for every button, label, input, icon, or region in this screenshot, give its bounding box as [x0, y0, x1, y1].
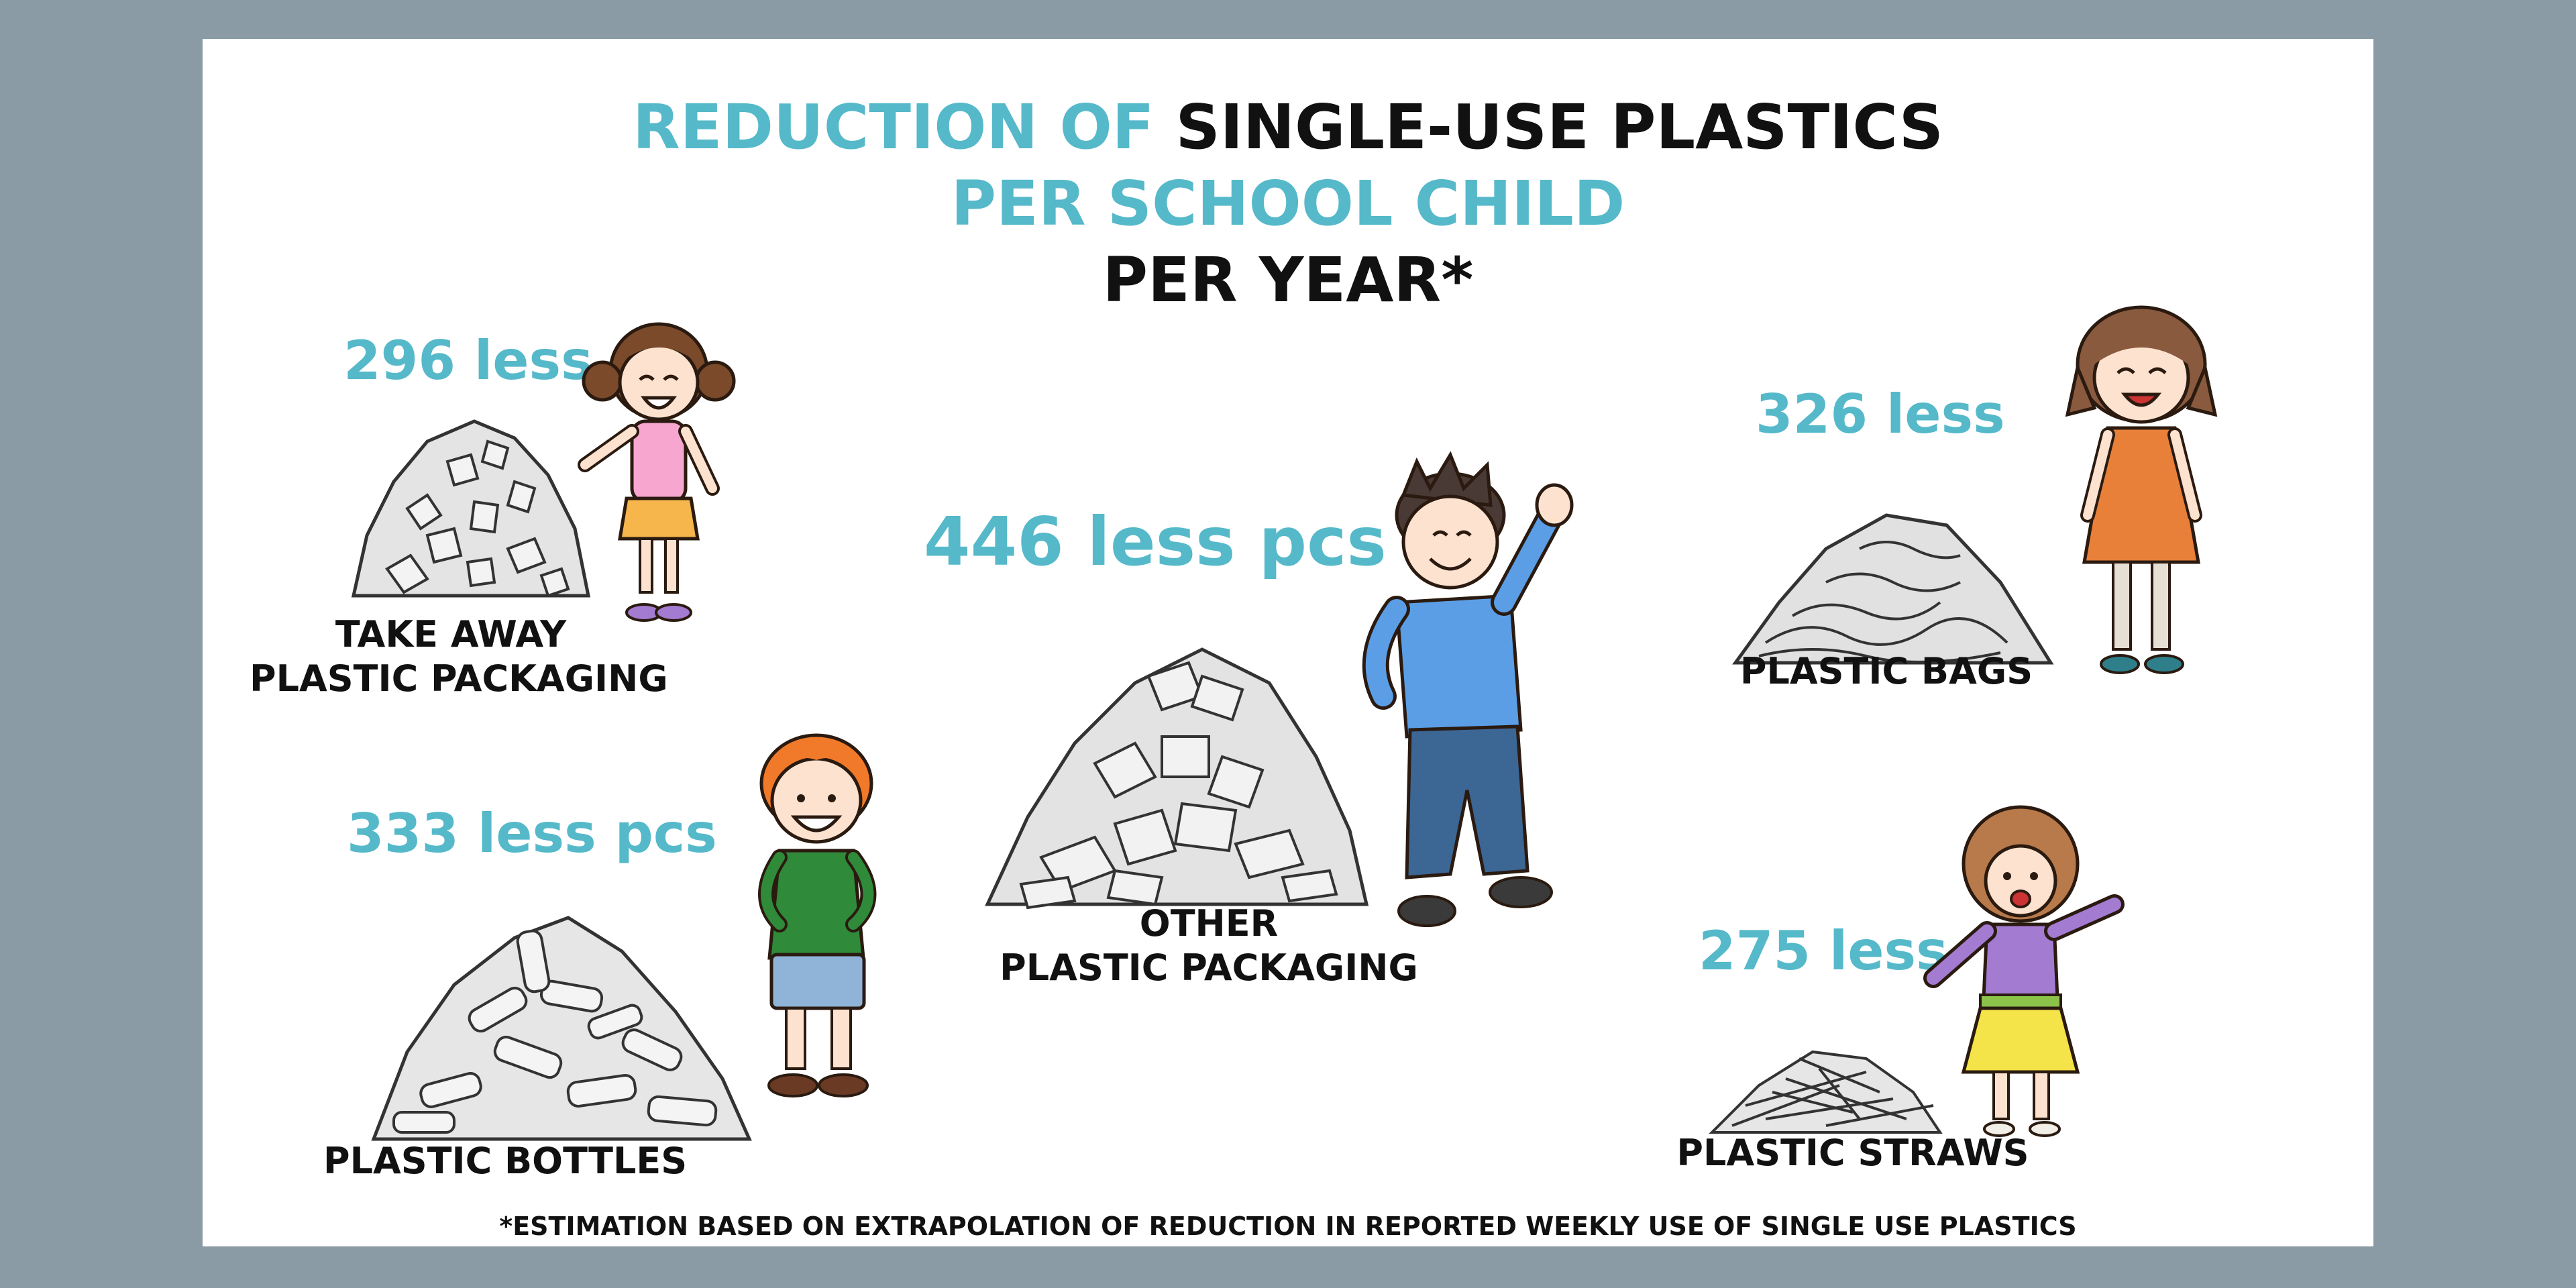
straws-label: PLASTIC STRAWS — [1676, 1132, 2029, 1174]
girl-pigtails-illustration — [578, 322, 736, 622]
takeaway-label-line-2: PLASTIC PACKAGING — [250, 657, 668, 700]
takeaway-count: 296 less — [343, 329, 593, 392]
bottles-label: PLASTIC BOTTLES — [323, 1140, 688, 1182]
girl-curly-hair-illustration — [1923, 805, 2125, 1137]
title-line-1: REDUCTION OF SINGLE-USE PLASTICS — [203, 97, 2373, 158]
straws-pile-illustration — [1709, 1050, 1943, 1134]
boy-waving-illustration — [1362, 451, 1574, 927]
bags-pile-illustration — [1732, 513, 2054, 665]
other-label-line-2: PLASTIC PACKAGING — [1000, 946, 1418, 989]
title-main: SINGLE-USE PLASTICS — [1175, 91, 1944, 163]
title-line-2: PER SCHOOL CHILD — [951, 168, 1625, 239]
infographic-card: REDUCTION OF SINGLE-USE PLASTICS PER SCH… — [203, 39, 2373, 1246]
bottles-count: 333 less pcs — [347, 802, 717, 865]
bottles-pile-illustration — [371, 916, 752, 1141]
bags-label: PLASTIC BAGS — [1739, 650, 2033, 692]
other-count: 446 less pcs — [924, 502, 1387, 581]
boy-redhead-illustration — [758, 733, 877, 1097]
girl-orange-dress-illustration — [2065, 305, 2218, 674]
footnote: *ESTIMATION BASED ON EXTRAPOLATION OF RE… — [499, 1212, 2077, 1241]
other-packaging-pile-illustration — [985, 647, 1369, 910]
takeaway-label: TAKE AWAY PLASTIC PACKAGING — [250, 612, 668, 701]
straws-count: 275 less — [1699, 920, 1948, 982]
takeaway-label-line-1: TAKE AWAY — [335, 613, 567, 655]
title-line-3: PER YEAR* — [1102, 244, 1474, 316]
takeaway-pile-illustration — [351, 419, 591, 598]
title-accent: REDUCTION OF — [632, 91, 1155, 163]
other-label-line-1: OTHER — [1139, 902, 1279, 945]
other-label: OTHER PLASTIC PACKAGING — [941, 902, 1477, 990]
bags-count: 326 less — [1756, 383, 2005, 445]
